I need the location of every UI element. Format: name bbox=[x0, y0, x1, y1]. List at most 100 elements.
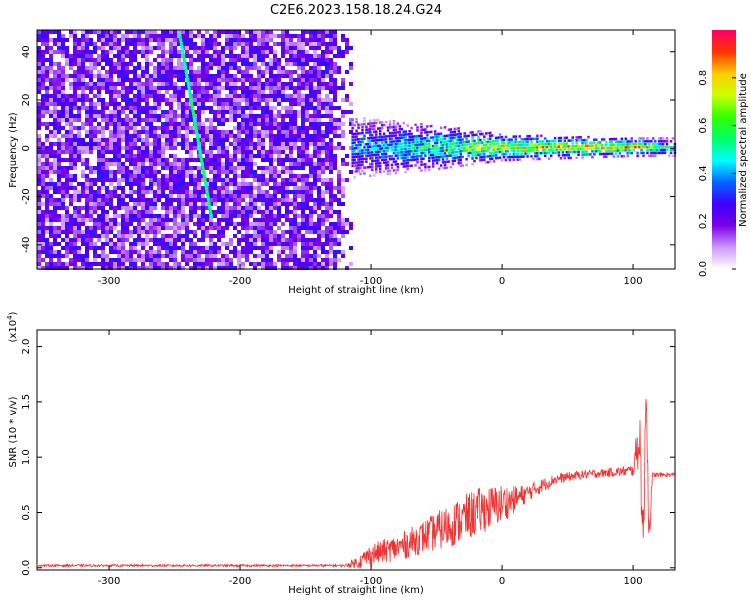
heatmap-cell bbox=[101, 254, 105, 258]
heatmap-cell bbox=[301, 182, 305, 186]
heatmap-cell bbox=[281, 194, 285, 198]
heatmap-cell bbox=[201, 218, 205, 222]
heatmap-cell bbox=[177, 70, 181, 74]
heatmap-cell bbox=[165, 250, 169, 254]
heatmap-cell bbox=[229, 30, 233, 34]
heatmap-cell bbox=[169, 138, 173, 142]
heatmap-carrier-cell bbox=[373, 136, 376, 139]
heatmap-cell bbox=[281, 266, 285, 270]
heatmap-cell bbox=[193, 206, 197, 210]
heatmap-cell bbox=[173, 30, 177, 34]
heatmap-cell bbox=[169, 238, 173, 242]
heatmap-cell bbox=[285, 146, 289, 150]
heatmap-cell bbox=[149, 258, 153, 262]
heatmap-cell bbox=[93, 94, 97, 98]
heatmap-cell bbox=[157, 158, 161, 162]
heatmap-cell bbox=[233, 82, 237, 86]
heatmap-cell bbox=[197, 166, 201, 170]
heatmap-cell bbox=[125, 150, 129, 154]
heatmap-carrier-cell bbox=[481, 132, 484, 136]
heatmap-cell bbox=[145, 106, 149, 110]
heatmap-cell bbox=[93, 182, 97, 186]
heatmap-cell bbox=[77, 222, 81, 226]
heatmap-cell bbox=[237, 78, 241, 82]
heatmap-cell bbox=[73, 126, 77, 130]
heatmap-carrier-cell bbox=[443, 143, 447, 146]
heatmap-cell bbox=[321, 218, 325, 222]
heatmap-carrier-cell bbox=[516, 146, 519, 150]
heatmap-cell bbox=[229, 34, 233, 38]
heatmap-cell bbox=[317, 102, 321, 106]
heatmap-carrier-cell bbox=[361, 128, 364, 132]
heatmap-cell bbox=[45, 174, 49, 178]
heatmap-cell bbox=[193, 190, 197, 194]
heatmap-cell bbox=[317, 230, 321, 234]
heatmap-cell bbox=[217, 30, 221, 34]
heatmap-cell bbox=[201, 186, 205, 190]
heatmap-cell bbox=[261, 250, 265, 254]
heatmap-carrier-cell bbox=[585, 141, 588, 145]
heatmap-cell bbox=[185, 102, 189, 106]
heatmap-cell bbox=[101, 74, 105, 78]
heatmap-cell bbox=[133, 94, 137, 98]
heatmap-cell bbox=[193, 138, 197, 142]
heatmap-cell bbox=[297, 102, 301, 106]
heatmap-cell bbox=[121, 254, 125, 258]
heatmap-cell bbox=[165, 194, 169, 198]
heatmap-cell bbox=[153, 146, 157, 150]
heatmap-cell bbox=[345, 98, 349, 102]
heatmap-cell bbox=[281, 162, 285, 166]
heatmap-cell bbox=[257, 54, 261, 58]
heatmap-cell bbox=[169, 198, 173, 202]
heatmap-cell bbox=[237, 190, 241, 194]
heatmap-cell bbox=[169, 74, 173, 78]
heatmap-cell bbox=[165, 266, 169, 270]
heatmap-carrier-cell bbox=[496, 142, 500, 145]
heatmap-cell bbox=[213, 166, 217, 170]
heatmap-cell bbox=[181, 258, 185, 262]
heatmap-cell bbox=[93, 234, 97, 238]
heatmap-carrier-cell bbox=[451, 142, 455, 145]
heatmap-cell bbox=[73, 222, 77, 226]
heatmap-cell bbox=[257, 190, 261, 194]
heatmap-cell bbox=[85, 182, 89, 186]
heatmap-cell bbox=[313, 50, 317, 54]
heatmap-carrier-cell bbox=[392, 122, 396, 126]
heatmap-carrier-cell bbox=[608, 152, 612, 155]
heatmap-cell bbox=[197, 98, 201, 102]
heatmap-carrier-cell bbox=[392, 148, 396, 152]
heatmap-cell bbox=[81, 150, 85, 154]
heatmap-cell bbox=[141, 238, 145, 242]
heatmap-cell bbox=[153, 174, 157, 178]
heatmap-cell bbox=[205, 130, 209, 134]
heatmap-cell bbox=[245, 230, 249, 234]
heatmap-carrier-cell bbox=[404, 153, 407, 157]
heatmap-cell bbox=[309, 242, 313, 246]
heatmap-cell bbox=[137, 90, 141, 94]
heatmap-cell bbox=[257, 122, 261, 126]
heatmap-cell bbox=[289, 82, 293, 86]
heatmap-cell bbox=[249, 214, 253, 218]
heatmap-cell bbox=[309, 142, 313, 146]
heatmap-cell bbox=[305, 146, 309, 150]
heatmap-cell bbox=[269, 138, 273, 142]
heatmap-cell bbox=[269, 142, 273, 146]
heatmap-cell bbox=[49, 234, 53, 238]
heatmap-cell bbox=[109, 78, 113, 82]
heatmap-cell bbox=[241, 74, 245, 78]
heatmap-cell bbox=[189, 118, 193, 122]
heatmap-cell bbox=[333, 198, 337, 202]
heatmap-carrier-cell bbox=[433, 156, 437, 159]
heatmap-cell bbox=[181, 106, 185, 110]
heatmap-cell bbox=[85, 38, 89, 42]
heatmap-cell bbox=[301, 122, 305, 126]
heatmap-carrier-cell bbox=[373, 148, 376, 151]
heatmap-cell bbox=[249, 122, 253, 126]
heatmap-cell bbox=[245, 130, 249, 134]
heatmap-cell bbox=[261, 202, 265, 206]
heatmap-carrier-cell bbox=[447, 142, 451, 146]
heatmap-cell bbox=[325, 114, 329, 118]
heatmap-cell bbox=[281, 146, 285, 150]
heatmap-cell bbox=[113, 146, 117, 150]
heatmap-cell bbox=[89, 266, 93, 270]
